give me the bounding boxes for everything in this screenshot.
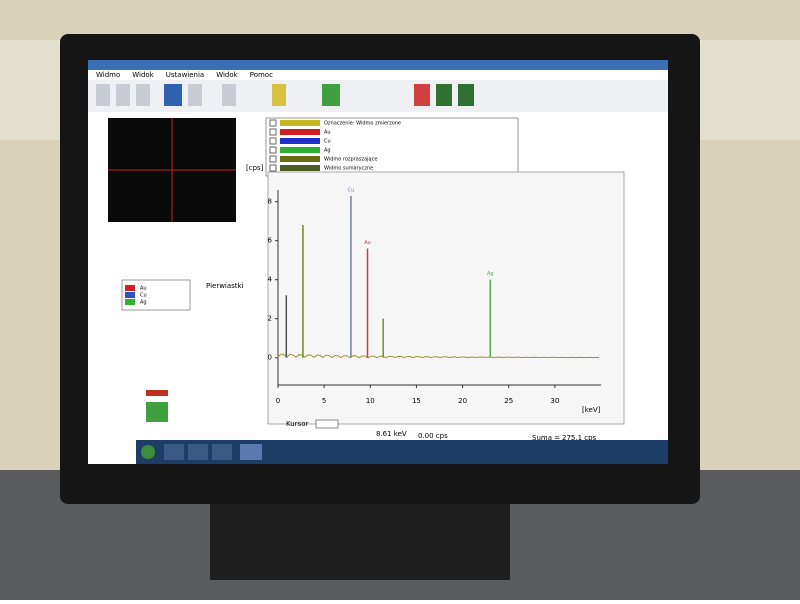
legend-checkbox[interactable] [269, 119, 277, 127]
peak-label: Cu [348, 187, 355, 193]
y-tick-label: 0 [268, 354, 272, 362]
tool-button[interactable] [458, 84, 474, 106]
legend-swatch [280, 156, 320, 162]
x-axis-label: [keV] [582, 406, 601, 414]
toolbar-buttons [96, 84, 474, 106]
tool-button[interactable] [436, 84, 452, 106]
menu-item[interactable]: Ustawienia [166, 71, 204, 79]
tool-button[interactable] [96, 84, 110, 106]
tool-button[interactable] [322, 84, 340, 106]
y-tick-label: 2 [268, 315, 272, 323]
start-button[interactable] [141, 445, 155, 459]
taskbar-app[interactable] [212, 444, 232, 460]
x-tick-label: 0 [276, 397, 280, 405]
x-tick-label: 25 [504, 397, 513, 405]
legend-label: Au [324, 130, 331, 136]
taskbar-app[interactable] [164, 444, 184, 460]
row-label: Cu [140, 293, 147, 299]
legend: Oznaczenie: Widmo zmierzone Au Cu Ag Widmo r… [269, 119, 401, 172]
side-label: Pierwiastki [206, 282, 244, 290]
cursor-label: Kursor [286, 420, 308, 428]
legend-checkbox[interactable] [269, 146, 277, 154]
legend-label: Widmo rozpraszające [324, 157, 377, 163]
plot-area [267, 171, 625, 425]
tool-button[interactable] [272, 84, 286, 106]
row-swatch [125, 285, 135, 291]
legend-label: Oznaczenie: Widmo zmierzone [324, 121, 401, 127]
legend-checkbox[interactable] [269, 164, 277, 172]
cursor-field[interactable] [315, 419, 339, 429]
summary-value: 275.1 cps [562, 434, 597, 442]
title-bar [88, 60, 668, 70]
legend-swatch [280, 120, 320, 126]
summary-label: Suma = [532, 434, 560, 442]
legend-checkbox[interactable] [269, 155, 277, 163]
legend-checkbox[interactable] [269, 137, 277, 145]
y-axis-label: [cps] [246, 164, 264, 172]
y-tick-label: 4 [268, 276, 273, 284]
legend-label: Cu [324, 139, 331, 145]
legend-label: Widmo sumaryczne [324, 166, 373, 172]
taskbar-app[interactable] [188, 444, 208, 460]
row-swatch [125, 292, 135, 298]
spectrum-plot: 0 5 10 15 20 25 30 0 2 4 6 8 Cu Au Ag [268, 187, 601, 405]
tool-button[interactable] [164, 84, 182, 106]
menu-item[interactable]: Widok [132, 71, 154, 79]
spectrum-noise [277, 353, 600, 359]
legend-swatch [280, 147, 320, 153]
tool-button[interactable] [188, 84, 202, 106]
taskbar-app[interactable] [240, 444, 262, 460]
tool-button[interactable] [414, 84, 430, 106]
x-tick-label: 10 [366, 397, 375, 405]
x-tick-label: 15 [412, 397, 421, 405]
indicator [146, 390, 168, 396]
legend-swatch [280, 165, 320, 171]
peak-label: Au [364, 240, 371, 246]
indicator [146, 402, 168, 422]
y-tick-label: 6 [268, 237, 273, 245]
cursor-energy: 8.61 keV [376, 430, 407, 438]
tool-button[interactable] [116, 84, 130, 106]
toolbar [88, 80, 668, 112]
tool-button[interactable] [136, 84, 150, 106]
legend-checkbox[interactable] [269, 128, 277, 136]
y-tick-label: 8 [268, 198, 272, 206]
menu-item[interactable]: Widok [216, 71, 238, 79]
tool-button[interactable] [222, 84, 236, 106]
menu-item[interactable]: Pomoc [250, 71, 273, 79]
legend-label: Ag [324, 148, 331, 154]
x-tick-label: 5 [322, 397, 326, 405]
menu-bar: Widmo Widok Ustawienia Widok Pomoc [96, 71, 273, 79]
legend-swatch [280, 129, 320, 135]
legend-swatch [280, 138, 320, 144]
row-label: Au [140, 286, 147, 292]
x-tick-label: 20 [458, 397, 467, 405]
row-label: Ag [140, 300, 147, 306]
menu-item[interactable]: Widmo [96, 71, 120, 79]
x-tick-label: 30 [550, 397, 559, 405]
peak-label: Ag [487, 271, 494, 277]
cursor-counts: 0.00 cps [418, 432, 448, 440]
row-swatch [125, 299, 135, 305]
